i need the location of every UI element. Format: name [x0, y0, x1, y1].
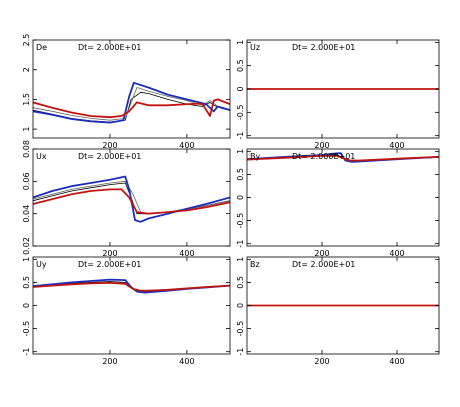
y-tick-label: 2: [22, 67, 31, 72]
series-line-2: [33, 175, 230, 223]
panel-label: De: [36, 43, 47, 52]
panel-2: 200 400 0.02 0.04 0.06 0.08 Ux Dt= 2.000E+01: [22, 140, 231, 258]
y-tick-label: -1: [236, 132, 245, 140]
x-tick-label: 400: [179, 249, 194, 258]
panel-frame: [32, 39, 231, 139]
x-tick-label: 400: [389, 249, 404, 258]
panel-label: By: [250, 152, 260, 161]
y-tick-label: 0.08: [22, 140, 31, 158]
series-line-2: [33, 281, 230, 292]
series-line-3: [33, 98, 230, 119]
dt-annotation: Dt= 2.000E+01: [292, 152, 355, 161]
y-tick-label: 0.5: [236, 59, 245, 72]
y-tick-label: 1: [236, 40, 245, 45]
y-tick-label: 0.04: [22, 205, 31, 223]
y-tick-label: -1: [236, 240, 245, 248]
series-line-1: [33, 87, 230, 121]
y-tick-label: 1: [22, 257, 31, 262]
y-tick-label: 1: [22, 127, 31, 132]
y-tick-label: -0.5: [236, 213, 245, 229]
y-tick-label: 2.5: [22, 34, 31, 47]
panel-label: Uy: [36, 260, 47, 269]
panel-0: 200 400 1 1.5 2 2.5 De Dt= 2.000E+01: [22, 34, 231, 150]
panel-label: Bz: [250, 260, 260, 269]
y-tick-label: 0.5: [236, 276, 245, 289]
y-tick-label: 0.06: [22, 172, 31, 190]
panel-frame: [32, 148, 231, 247]
panel-label: Uz: [250, 43, 260, 52]
x-tick-label: 400: [389, 357, 404, 366]
x-tick-label: 200: [102, 141, 117, 150]
x-tick-label: 400: [389, 141, 404, 150]
x-tick-label: 200: [314, 141, 329, 150]
dt-annotation: Dt= 2.000E+01: [78, 152, 141, 161]
x-tick-label: 200: [314, 249, 329, 258]
dt-annotation: Dt= 2.000E+01: [292, 260, 355, 269]
y-tick-label: -1: [236, 348, 245, 356]
series-line-3: [33, 188, 230, 215]
panel-5: 200 400 -1 -0.5 0 0.5 1 Bz Dt= 2.000E+01: [236, 256, 440, 366]
x-tick-label: 400: [179, 141, 194, 150]
y-tick-label: 0: [236, 195, 245, 200]
y-tick-label: 0: [22, 303, 31, 308]
y-tick-label: 0.5: [236, 168, 245, 181]
panel-frame: [246, 148, 440, 247]
dt-annotation: Dt= 2.000E+01: [78, 260, 141, 269]
y-tick-label: 1.5: [22, 93, 31, 106]
series-line-2: [247, 154, 439, 162]
y-tick-label: 0: [236, 86, 245, 91]
x-tick-label: 400: [179, 357, 194, 366]
y-tick-label: 0: [236, 303, 245, 308]
y-tick-label: -0.5: [236, 105, 245, 121]
dt-annotation: Dt= 2.000E+01: [78, 43, 141, 52]
y-tick-label: -1: [22, 348, 31, 356]
x-tick-label: 200: [314, 357, 329, 366]
panel-frame: [32, 256, 231, 355]
y-tick-label: 0.02: [22, 237, 31, 255]
y-tick-label: 1: [236, 257, 245, 262]
y-tick-label: 0.5: [22, 276, 31, 289]
y-tick-label: -0.5: [236, 321, 245, 337]
x-tick-label: 200: [102, 249, 117, 258]
dt-annotation: Dt= 2.000E+01: [292, 43, 355, 52]
y-tick-label: -0.5: [22, 321, 31, 337]
panel-3: 200 400 -1 -0.5 0 0.5 1 By Dt= 2.000E+01: [236, 148, 440, 258]
panel-4: 200 400 -1 -0.5 0 0.5 1 Uy Dt= 2.000E+01: [22, 256, 231, 366]
series-line-1: [33, 278, 230, 294]
y-tick-label: 1: [236, 149, 245, 154]
x-tick-label: 200: [102, 357, 117, 366]
panel-label: Ux: [36, 152, 47, 161]
panel-1: 200 400 -1 -0.5 0 0.5 1 Uz Dt= 2.000E+01: [236, 39, 440, 150]
